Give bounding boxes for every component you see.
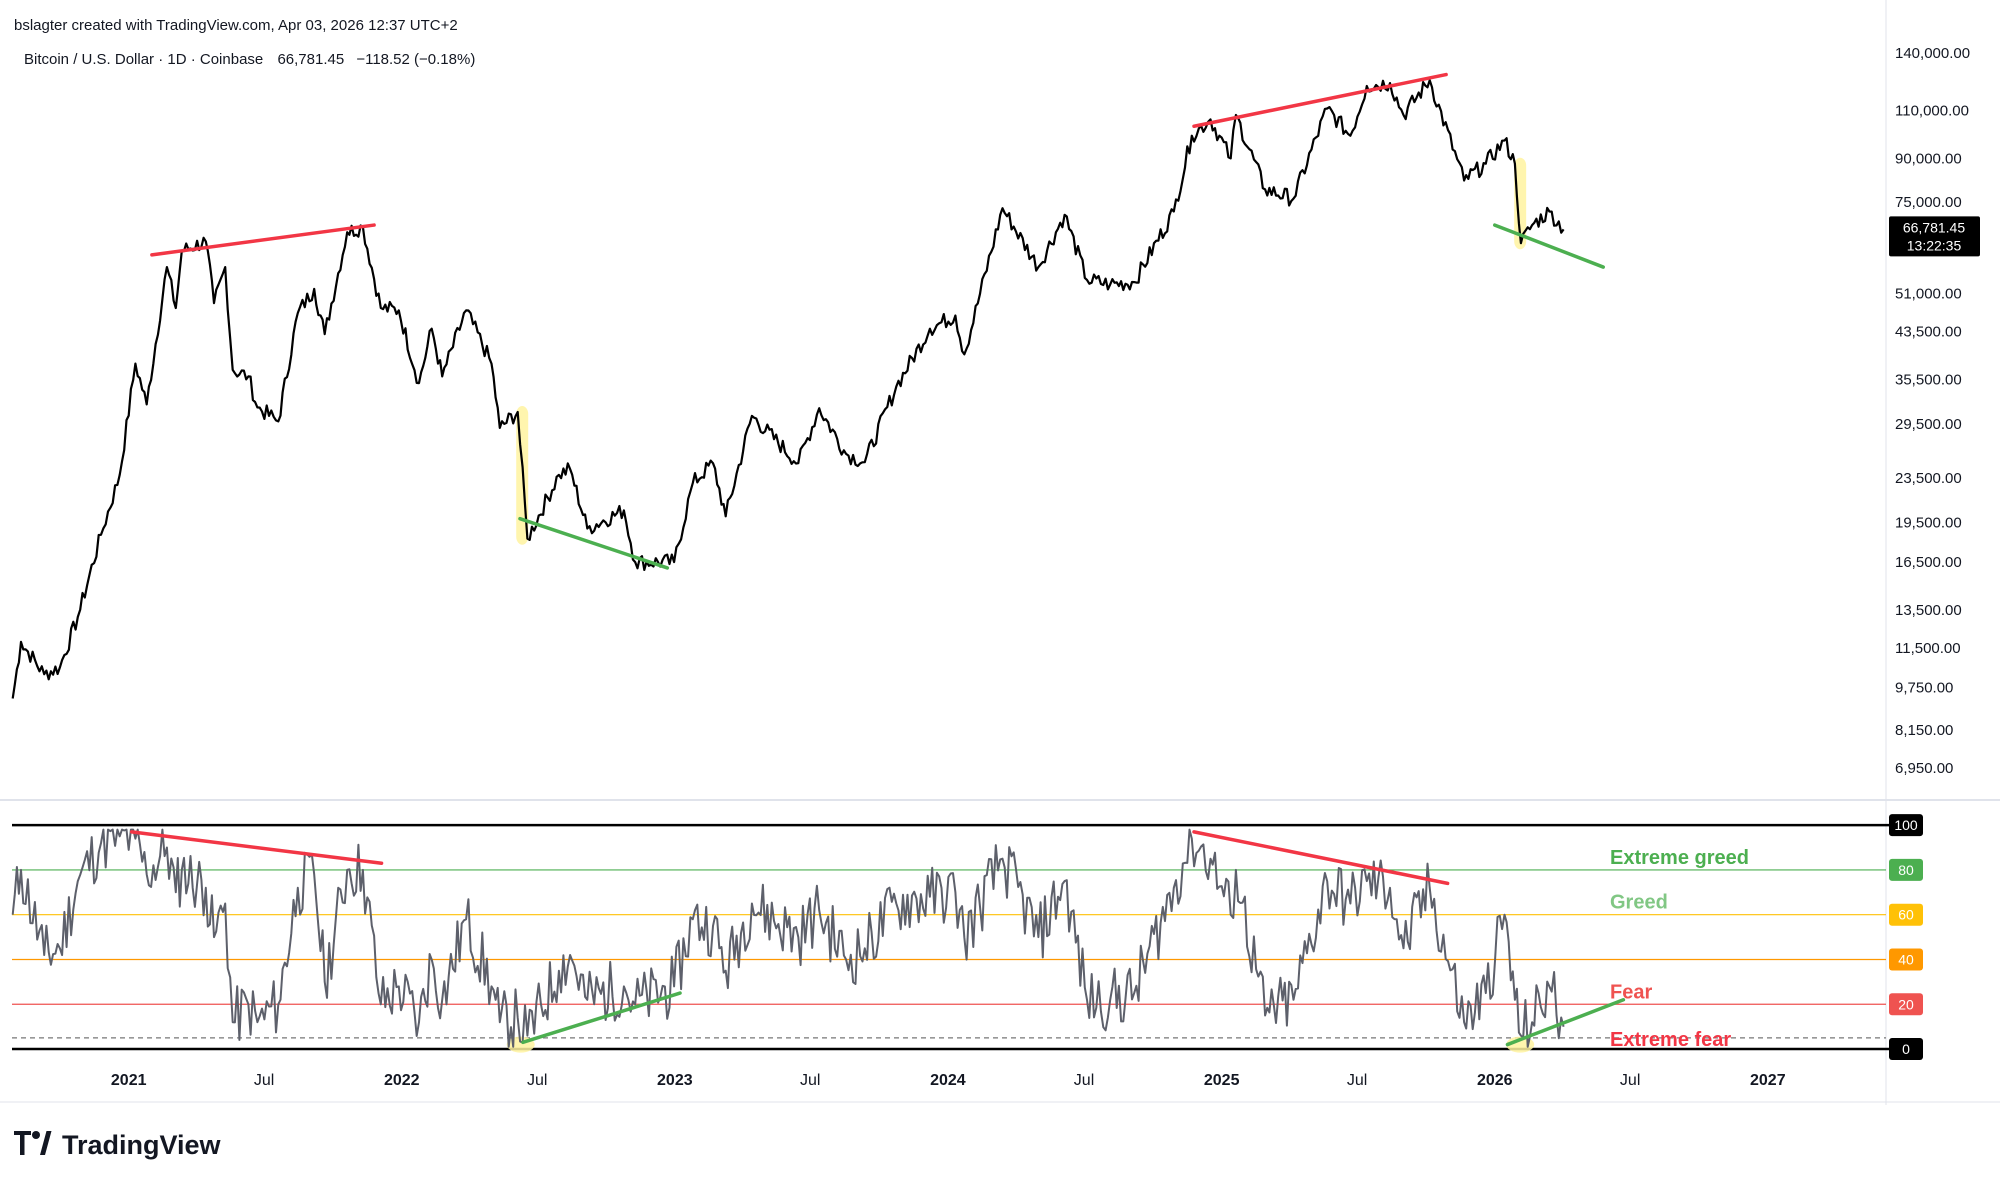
chart-frame	[0, 0, 2000, 1105]
price-tick-label: 23,500.00	[1895, 470, 1962, 487]
zone-label: Extreme fear	[1610, 1029, 1731, 1051]
time-tick-label: 2025	[1204, 1072, 1240, 1089]
level-badge	[1889, 948, 1923, 971]
time-tick-label: 2021	[111, 1072, 147, 1089]
series	[11, 79, 1565, 1048]
price-tick-label: 13,500.00	[1895, 602, 1962, 619]
price-trendline	[518, 516, 670, 570]
indicator-trendline	[521, 991, 682, 1045]
tradingview-logo-icon	[14, 1131, 52, 1155]
btc-price-line	[11, 79, 1565, 699]
time-tick-label: Jul	[1620, 1072, 1640, 1089]
price-tick-label: 43,500.00	[1895, 323, 1962, 340]
price-tick-label: 19,500.00	[1895, 514, 1962, 531]
price-tick-label: 11,500.00	[1895, 640, 1961, 657]
price-tick-label: 75,000.00	[1895, 194, 1962, 211]
price-tick-label: 90,000.00	[1895, 150, 1962, 167]
price-change: −118.52 (−0.18%)	[356, 51, 475, 68]
time-tick-label: Jul	[527, 1072, 547, 1089]
last-price-badge-value: 66,781.45	[1903, 219, 1965, 235]
time-tick-label: 2027	[1750, 1072, 1786, 1089]
symbol-title: Bitcoin / U.S. Dollar · 1D · Coinbase 66…	[24, 51, 475, 68]
price-axis: 140,000.00 110,000.00 90,000.00 75,000.00 51…	[1895, 45, 1970, 777]
price-tick-label: 110,000.00	[1895, 103, 1969, 120]
value-badges: 66,781.45 13:22:35 100 80 60 40 20 0	[1889, 216, 1980, 1061]
last-price-badge	[1889, 216, 1980, 257]
time-tick-label: 2023	[657, 1072, 693, 1089]
trendlines	[129, 72, 1626, 1047]
attribution-text: bslagter created with TradingView.com, A…	[14, 17, 458, 34]
price-tick-label: 29,500.00	[1895, 416, 1962, 433]
level-badge-label: 60	[1898, 907, 1914, 923]
indicator-trendline	[129, 830, 384, 865]
level-badge	[1889, 993, 1923, 1016]
time-tick-label: Jul	[1347, 1072, 1367, 1089]
indicator-trendline	[1505, 998, 1626, 1047]
highlights	[506, 157, 1535, 1053]
price-tick-label: 9,750.00	[1895, 679, 1953, 696]
zone-label: Extreme greed	[1610, 847, 1749, 869]
time-tick-label: 2022	[384, 1072, 420, 1089]
symbol-name: Bitcoin / U.S. Dollar · 1D · Coinbase	[24, 51, 263, 68]
level-badge-label: 40	[1898, 951, 1914, 967]
level-badge	[1889, 814, 1923, 837]
time-tick-label: 2024	[930, 1072, 966, 1089]
level-badge-label: 80	[1898, 862, 1914, 878]
price-tick-label: 6,950.00	[1895, 760, 1953, 777]
price-tick-label: 16,500.00	[1895, 554, 1962, 571]
price-tick-label: 51,000.00	[1895, 286, 1962, 303]
price-trendline	[1492, 223, 1605, 269]
level-badge	[1889, 1038, 1923, 1061]
level-badge-label: 0	[1902, 1041, 1910, 1057]
price-tick-label: 8,150.00	[1895, 722, 1953, 739]
level-badge-label: 20	[1898, 996, 1914, 1012]
time-tick-label: Jul	[254, 1072, 274, 1089]
time-tick-label: Jul	[800, 1072, 820, 1089]
price-trendline	[150, 223, 376, 257]
last-price-badge-countdown: 13:22:35	[1907, 237, 1962, 253]
tradingview-logo[interactable]: TradingView	[14, 1130, 222, 1160]
level-badge	[1889, 858, 1923, 881]
time-tick-label: 2026	[1477, 1072, 1513, 1089]
time-axis[interactable]: 2021 Jul 2022 Jul 2023 Jul 2024 Jul 2025 Jul 2026 J…	[111, 1072, 1786, 1089]
level-badge-label: 100	[1894, 817, 1918, 833]
highlight-box	[1514, 157, 1527, 250]
tradingview-logo-text: TradingView	[62, 1130, 222, 1160]
price-tick-label: 35,500.00	[1895, 372, 1962, 389]
last-price: 66,781.45	[277, 51, 344, 68]
time-tick-label: Jul	[1074, 1072, 1094, 1089]
price-tick-label: 140,000.00	[1895, 45, 1970, 62]
indicator-zones: Extreme greed Greed Fear Extreme fear	[12, 823, 1896, 1051]
zone-label: Fear	[1610, 981, 1652, 1003]
price-trendline	[1192, 72, 1448, 129]
zone-label: Greed	[1610, 892, 1668, 914]
fear-greed-line	[11, 828, 1565, 1048]
indicator-trendline	[1192, 830, 1450, 886]
level-badge	[1889, 903, 1923, 926]
